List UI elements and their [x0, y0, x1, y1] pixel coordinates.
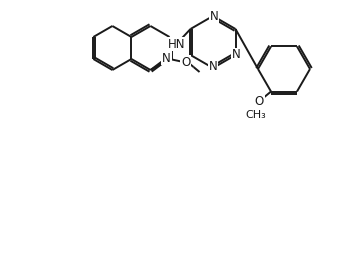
Text: N: N: [232, 48, 241, 61]
Text: N: N: [210, 10, 218, 22]
Text: O: O: [181, 56, 190, 68]
Text: N: N: [162, 52, 171, 64]
Text: HN: HN: [168, 38, 185, 50]
Text: O: O: [255, 95, 264, 108]
Text: N: N: [209, 61, 217, 73]
Text: CH₃: CH₃: [246, 110, 266, 119]
